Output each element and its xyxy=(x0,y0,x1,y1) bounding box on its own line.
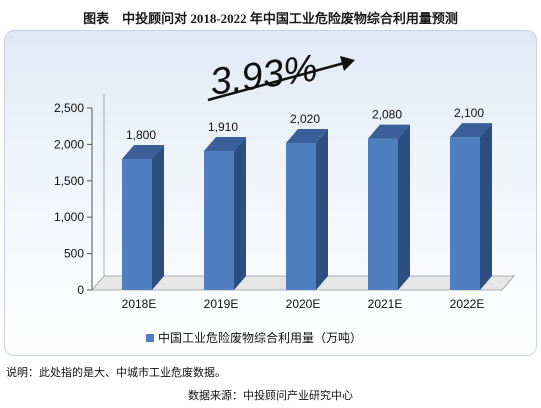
bar xyxy=(204,150,234,290)
bar-side xyxy=(316,128,328,290)
data-label: 1,800 xyxy=(126,128,156,142)
x-tick-label: 2022E xyxy=(450,297,485,311)
bar xyxy=(286,142,316,290)
x-tick-label: 2018E xyxy=(122,297,157,311)
legend-label: 中国工业危险废物综合利用量（万吨） xyxy=(158,330,362,345)
bar-side xyxy=(480,123,492,291)
bar-side xyxy=(398,124,410,291)
legend-swatch xyxy=(146,334,154,342)
page-title: 图表 中投顾问对 2018-2022 年中国工业危险废物综合利用量预测 xyxy=(83,11,458,26)
bar-side xyxy=(234,136,246,290)
annotation-layer: 3.93% xyxy=(207,47,355,104)
x-tick-label: 2021E xyxy=(368,297,403,311)
data-label: 2,100 xyxy=(454,106,484,120)
legend: 中国工业危险废物综合利用量（万吨） xyxy=(146,330,362,345)
bar-top xyxy=(368,124,410,139)
bar-side xyxy=(152,144,164,290)
bar-top xyxy=(450,123,492,138)
y-tick-label: 1,000 xyxy=(54,210,84,224)
y-tick-label: 0 xyxy=(77,283,84,297)
source-note: 数据来源：中投顾问产业研究中心 xyxy=(188,390,353,402)
data-label: 2,080 xyxy=(372,108,402,122)
label-layer: 1,800 2018E 1,910 2019E 2,020 2020E 2,080 2021E… xyxy=(122,106,485,311)
data-label: 1,910 xyxy=(208,120,238,134)
bar-top xyxy=(286,128,328,143)
bar xyxy=(368,138,398,290)
y-tick-label: 2,500 xyxy=(54,101,84,115)
data-label: 2,020 xyxy=(290,112,320,126)
x-tick-label: 2020E xyxy=(286,297,321,311)
bar xyxy=(122,158,152,290)
x-tick-label: 2019E xyxy=(204,297,239,311)
footnote: 说明：此处指的是大、中城市工业危废数据。 xyxy=(6,367,226,379)
bar xyxy=(450,137,480,290)
bar-top xyxy=(122,144,164,159)
y-tick-label: 2,000 xyxy=(54,137,84,151)
y-tick-label: 1,500 xyxy=(54,174,84,188)
chart-frame xyxy=(4,30,537,356)
growth-arrow-head xyxy=(340,56,355,71)
y-tick-label: 500 xyxy=(64,247,84,261)
bar-layer xyxy=(122,123,492,291)
growth-arrow xyxy=(207,60,349,102)
bar-top xyxy=(204,136,246,151)
